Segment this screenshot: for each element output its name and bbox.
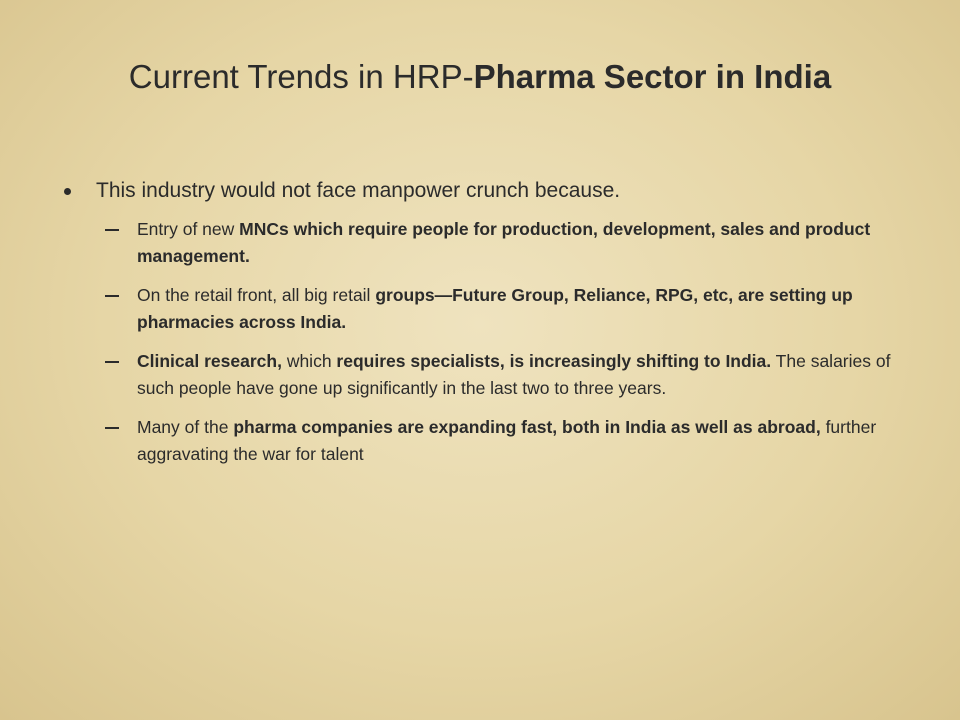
text-run: The salaries of such people have gone up…: [137, 351, 896, 398]
text-run: pharma companies are expanding fast, bot…: [233, 417, 821, 437]
sub-bullet: Many of the pharma companies are expandi…: [105, 414, 906, 468]
text-run: Clinical research,: [137, 351, 282, 371]
sub-bullet-dash: [105, 427, 119, 429]
sub-bullet-dash: [105, 295, 119, 297]
bullet-dot: [64, 188, 71, 195]
text-run: On the retail front, all big retail: [137, 285, 376, 305]
sub-bullet: On the retail front, all big retail grou…: [105, 282, 906, 336]
sub-bullet: Clinical research, which requires specia…: [105, 348, 906, 402]
bullet: This industry would not face manpower cr…: [64, 176, 906, 206]
slide-content: This industry would not face manpower cr…: [64, 176, 906, 480]
text-run: Pharma Sector in India: [473, 58, 832, 95]
text-run: requires specialists, is increasingly sh…: [336, 351, 772, 371]
text-run: groups—Future Group, Reliance, RPG, etc,…: [137, 285, 858, 332]
text-run: Current Trends in HRP-: [128, 58, 474, 95]
text-run: Entry of new: [137, 219, 240, 239]
text-run: Many of the: [137, 417, 234, 437]
slide-title: Current Trends in HRP-Pharma Sector in I…: [40, 58, 920, 96]
sub-bullet-dash: [105, 229, 119, 231]
text-run: This industry would not face manpower cr…: [96, 179, 621, 202]
sub-bullet: Entry of new MNCs which require people f…: [105, 216, 906, 270]
text-run: which: [281, 351, 337, 371]
sub-bullet-dash: [105, 361, 119, 363]
text-run: further aggravating the war for talent: [137, 417, 882, 464]
text-run: MNCs which require people for production…: [137, 219, 876, 266]
